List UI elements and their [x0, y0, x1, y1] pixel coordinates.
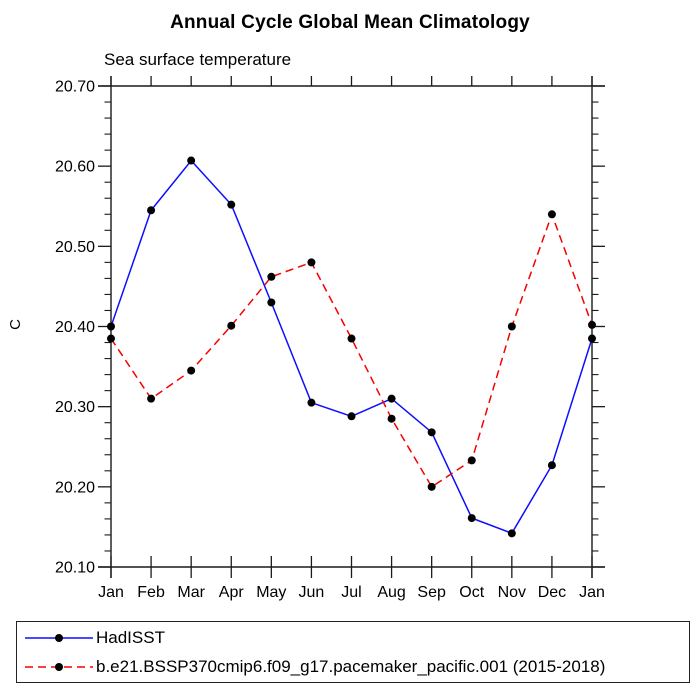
x-tick-label: Oct	[459, 584, 484, 601]
data-point-marker	[267, 298, 276, 307]
data-point-marker	[347, 334, 356, 343]
data-point-marker	[187, 366, 196, 375]
data-point-marker	[347, 412, 356, 421]
x-tick-label: Jan	[98, 584, 124, 601]
data-point-marker	[147, 206, 156, 215]
data-point-marker	[547, 210, 556, 219]
x-tick-label: Jun	[299, 584, 325, 601]
data-point-marker	[227, 321, 236, 330]
data-point-marker	[507, 322, 516, 331]
x-tick-label: Dec	[538, 584, 566, 601]
data-point-marker	[307, 398, 316, 407]
data-point-marker	[307, 258, 316, 267]
legend-label-hadisst: HadISST	[96, 627, 165, 647]
data-point-marker	[588, 334, 596, 343]
legend-marker-dot	[55, 662, 63, 671]
x-tick-label: Aug	[377, 584, 405, 601]
data-point-marker	[467, 514, 476, 523]
y-tick-label: 20.40	[55, 319, 95, 336]
data-point-marker	[507, 529, 516, 538]
x-tick-label: Sep	[417, 584, 446, 601]
y-tick-label: 20.60	[55, 159, 95, 176]
data-point-marker	[387, 414, 396, 423]
x-tick-label: Apr	[219, 584, 245, 601]
legend-row-model: b.e21.BSSP370cmip6.f09_g17.pacemaker_pac…	[17, 652, 689, 681]
x-tick-label: Jan	[579, 584, 605, 601]
y-tick-label: 20.50	[55, 239, 95, 256]
data-point-marker	[187, 156, 196, 165]
y-tick-label: 20.20	[55, 479, 95, 496]
data-point-marker	[427, 482, 436, 491]
data-point-marker	[147, 394, 156, 403]
y-tick-label: 20.10	[55, 560, 95, 577]
data-point-marker	[107, 334, 115, 343]
x-tick-label: Jul	[341, 584, 361, 601]
data-point-marker	[547, 461, 556, 470]
legend-row-hadisst: HadISST	[17, 623, 689, 652]
series-line-hadisst	[110, 159, 593, 535]
data-point-marker	[467, 456, 476, 465]
legend-marker-dot	[55, 633, 63, 642]
data-point-marker	[427, 428, 436, 437]
data-point-marker	[387, 394, 396, 403]
legend-line-solid-blue	[25, 633, 93, 642]
x-tick-label: Mar	[177, 584, 205, 601]
data-point-marker	[588, 320, 596, 329]
x-tick-label: May	[256, 584, 286, 601]
data-point-marker	[227, 200, 236, 209]
y-tick-label: 20.30	[55, 399, 95, 416]
y-tick-label: 20.70	[55, 79, 95, 96]
legend-line-dashed-red	[25, 662, 93, 671]
x-tick-label: Nov	[498, 584, 526, 601]
x-tick-label: Feb	[137, 584, 165, 601]
data-point-marker	[267, 272, 276, 281]
chart-title: Annual Cycle Global Mean Climatology	[170, 12, 530, 33]
series-line-model	[110, 212, 593, 488]
chart-subtitle: Sea surface temperature	[104, 50, 292, 69]
legend-label-model: b.e21.BSSP370cmip6.f09_g17.pacemaker_pac…	[96, 656, 606, 676]
data-point-marker	[107, 322, 115, 331]
legend-box: HadISST b.e21.BSSP370cmip6.f09_g17.pacem…	[16, 621, 690, 683]
